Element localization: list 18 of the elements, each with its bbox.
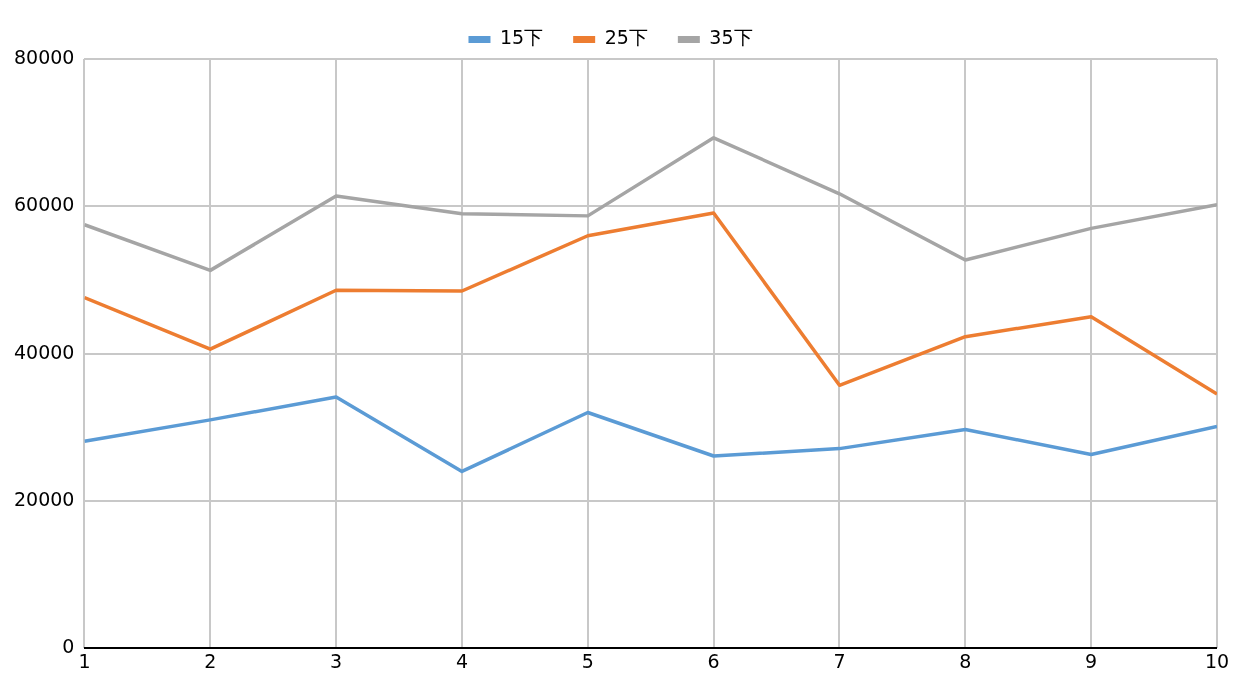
x-tick-label: 7 bbox=[833, 649, 846, 672]
x-tick-label: 3 bbox=[330, 649, 343, 672]
legend-label: 15下 bbox=[499, 26, 544, 49]
x-tick-label: 9 bbox=[1085, 649, 1098, 672]
x-tick-label: 5 bbox=[581, 649, 594, 672]
x-tick-label: 10 bbox=[1204, 649, 1230, 672]
legend-label: 35下 bbox=[709, 26, 753, 49]
x-tick-label: 1 bbox=[78, 649, 91, 672]
y-tick-label: 0 bbox=[62, 635, 75, 658]
y-tick-label: 60000 bbox=[13, 193, 75, 216]
x-tick-label: 6 bbox=[707, 649, 720, 672]
legend-label: 25下 bbox=[604, 26, 648, 49]
x-tick-label: 4 bbox=[455, 649, 469, 672]
y-tick-label: 40000 bbox=[13, 340, 75, 363]
x-tick-label: 8 bbox=[959, 649, 972, 672]
x-tick-label: 2 bbox=[204, 649, 217, 672]
y-tick-label: 20000 bbox=[13, 487, 75, 510]
y-tick-label: 80000 bbox=[13, 45, 75, 68]
